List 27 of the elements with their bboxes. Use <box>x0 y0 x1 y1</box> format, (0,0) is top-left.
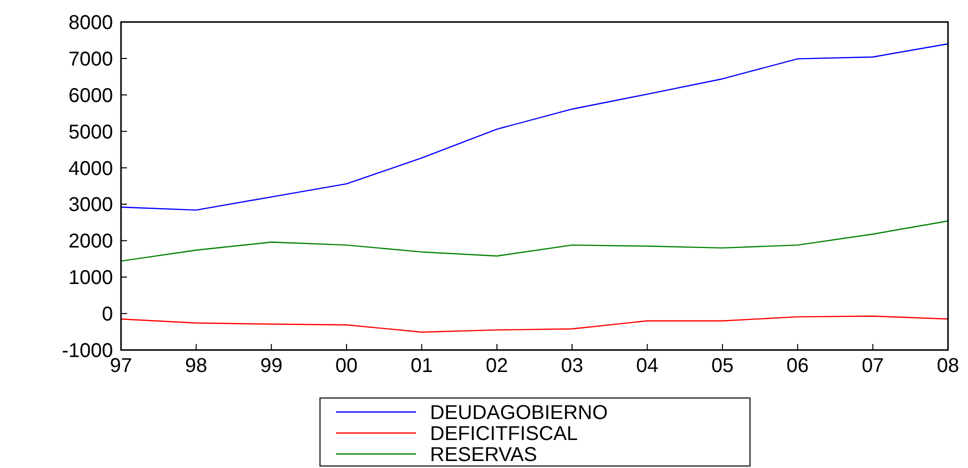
line-series <box>120 220 949 262</box>
y-tick-label: 8000 <box>68 12 113 34</box>
y-tick-label: 3000 <box>68 194 113 216</box>
legend-label: DEFICITFISCAL <box>430 423 578 445</box>
x-tick-label: 99 <box>260 355 282 377</box>
x-tick-label: 03 <box>560 355 584 377</box>
x-tick-label: 97 <box>110 355 132 377</box>
x-tick-label: 07 <box>862 355 884 377</box>
line-series <box>120 43 949 211</box>
y-tick-label: 1000 <box>68 267 113 290</box>
x-tick-label: 02 <box>486 355 508 377</box>
legend-label: DEUDAGOBIERNO <box>430 402 608 424</box>
x-tick-label: 00 <box>335 355 358 377</box>
y-tick-label: 0 <box>102 304 113 326</box>
x-tick-label: 98 <box>185 355 208 377</box>
x-tick-label: 08 <box>936 355 960 377</box>
legend-label: RESERVAS <box>430 444 538 466</box>
y-tick-label: 6000 <box>68 84 113 107</box>
y-tick-label: 2000 <box>68 230 113 253</box>
x-tick-label: 04 <box>636 355 658 377</box>
y-tick-label: 5000 <box>68 121 113 144</box>
y-tick-label: 7000 <box>68 48 113 70</box>
x-tick-label: 01 <box>410 355 433 377</box>
line-series <box>120 316 949 333</box>
x-tick-label: 05 <box>711 355 734 377</box>
y-tick-label: 4000 <box>68 158 113 180</box>
x-tick-label: 06 <box>786 355 809 377</box>
